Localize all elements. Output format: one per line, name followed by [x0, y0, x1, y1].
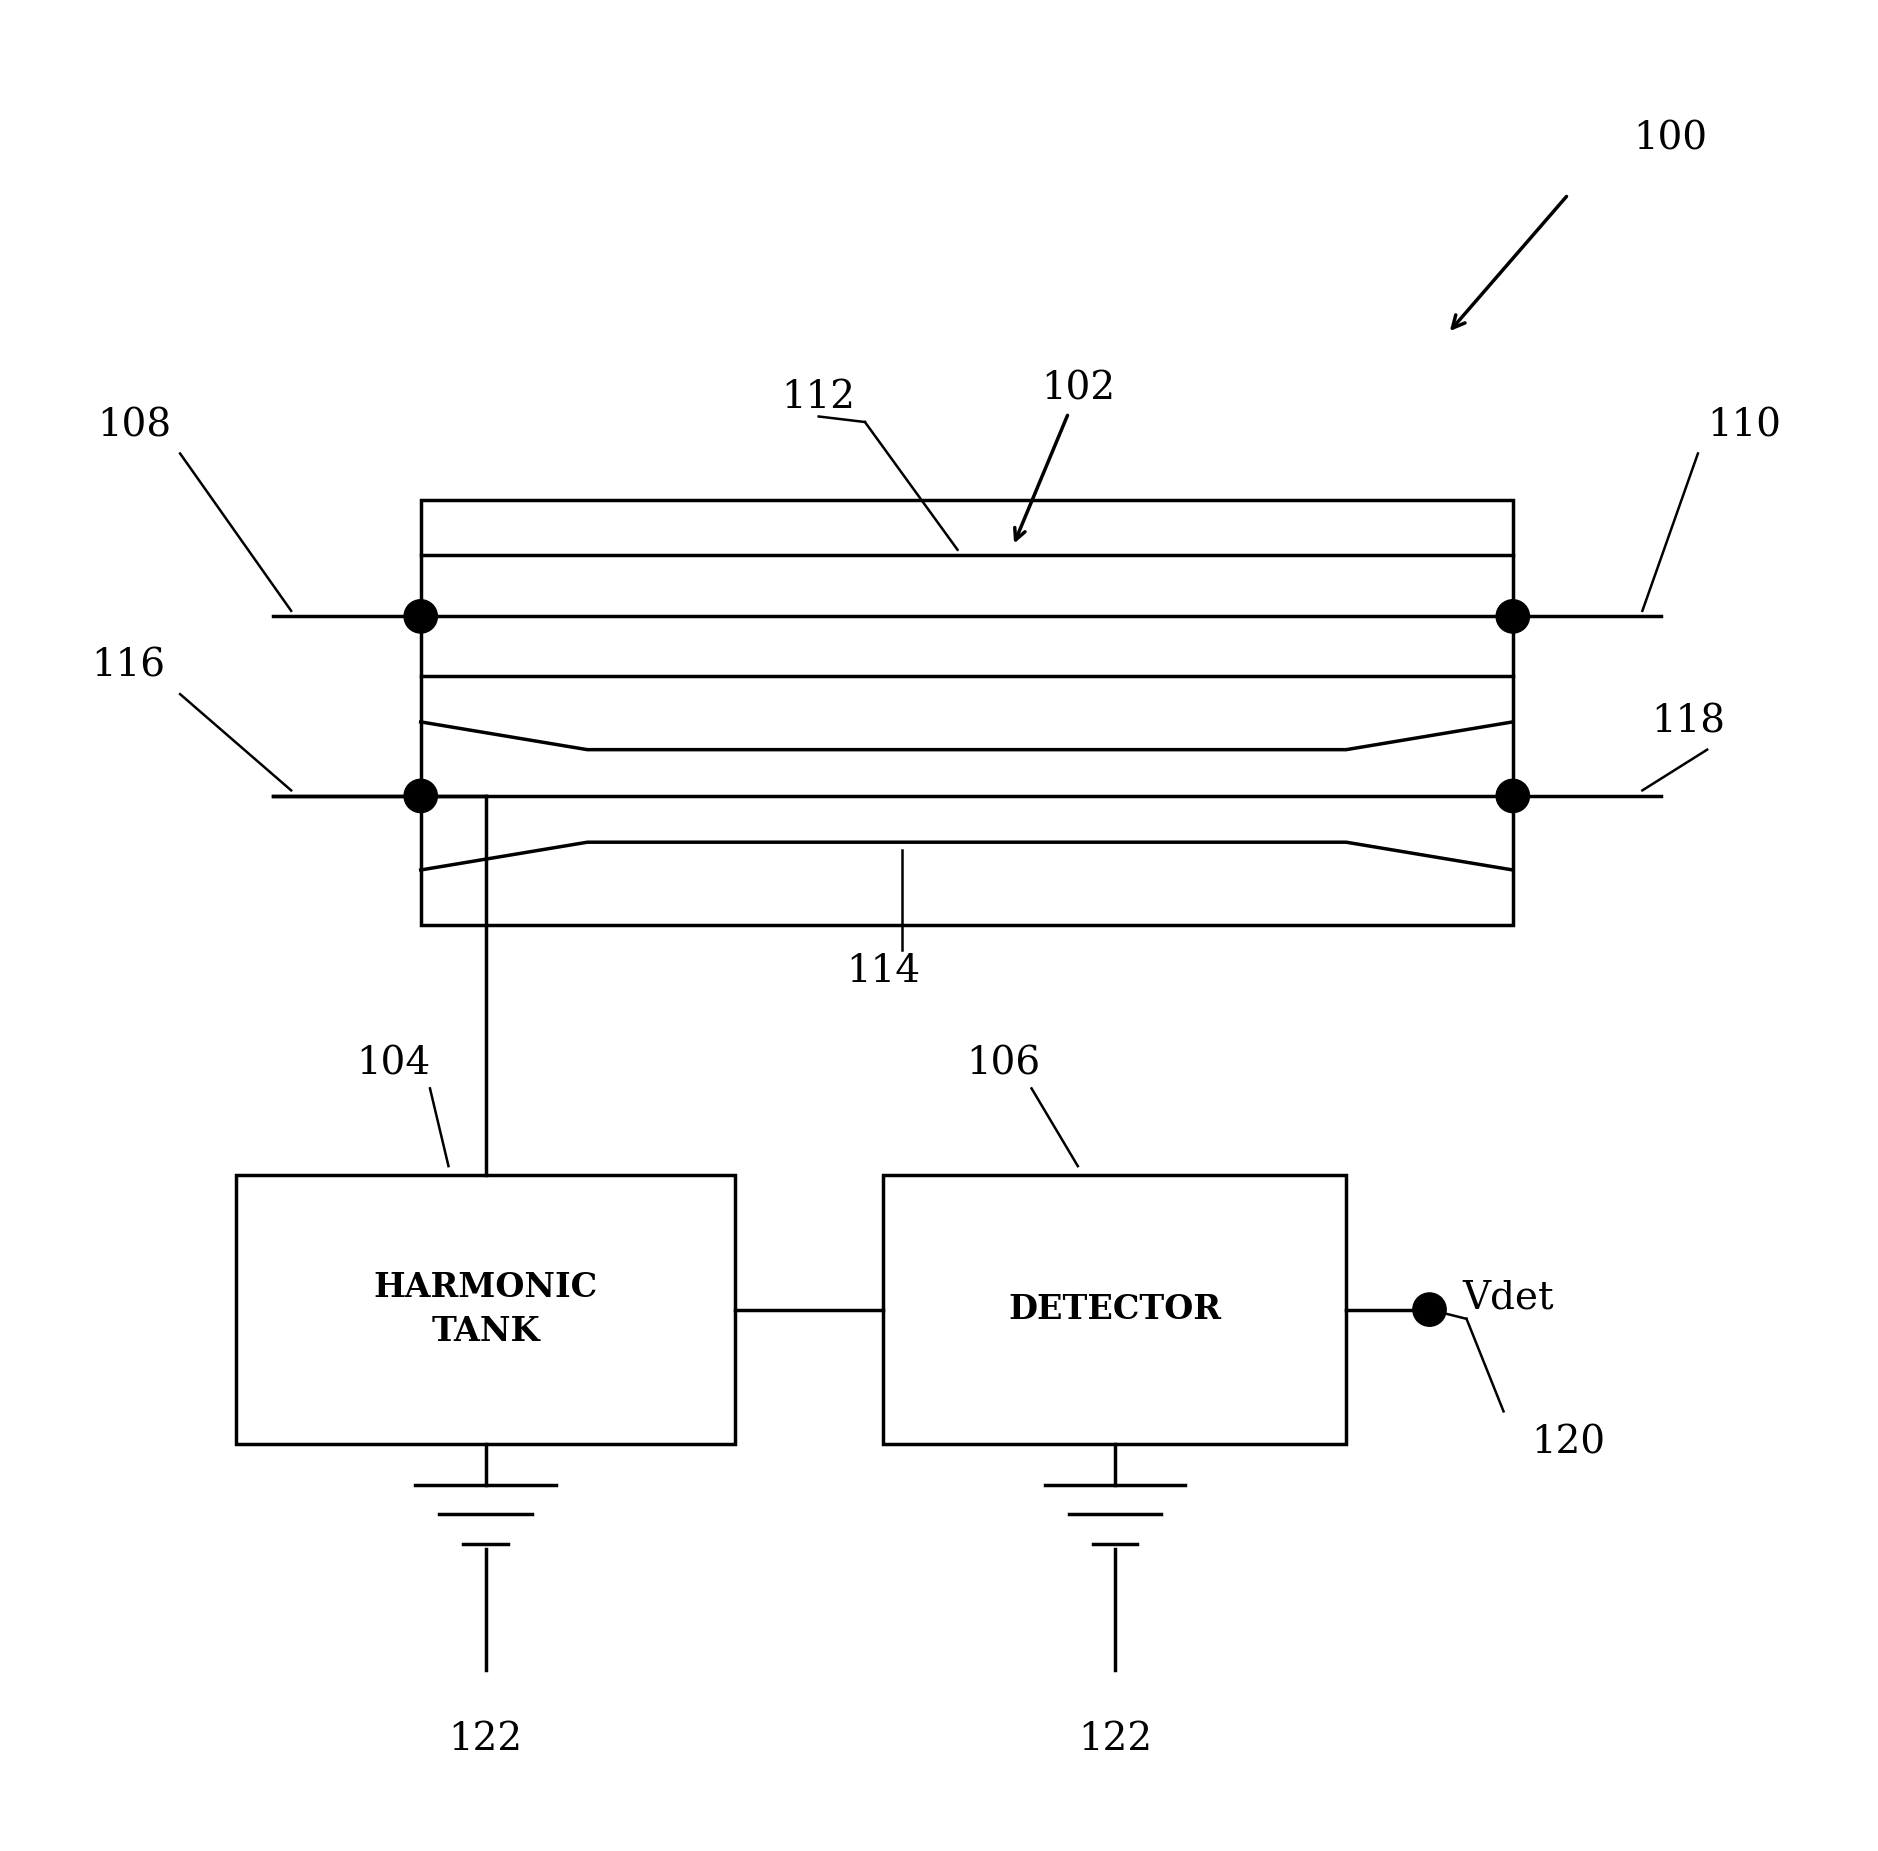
Text: HARMONIC
TANK: HARMONIC TANK — [374, 1272, 597, 1348]
Circle shape — [404, 600, 438, 633]
Text: 102: 102 — [1040, 370, 1116, 407]
Text: 106: 106 — [967, 1046, 1040, 1083]
Text: 122: 122 — [1078, 1721, 1151, 1758]
Text: 116: 116 — [92, 648, 165, 685]
Bar — [421, 500, 1514, 926]
Bar — [883, 1175, 1347, 1444]
Circle shape — [1497, 779, 1529, 813]
Text: Vdet: Vdet — [1463, 1281, 1555, 1316]
Text: 108: 108 — [98, 407, 171, 444]
Text: DETECTOR: DETECTOR — [1008, 1294, 1221, 1325]
Bar — [235, 1175, 736, 1444]
Text: 112: 112 — [781, 379, 856, 416]
Text: 122: 122 — [449, 1721, 522, 1758]
Text: 100: 100 — [1634, 120, 1707, 157]
Circle shape — [1412, 1294, 1446, 1325]
Text: 114: 114 — [847, 953, 920, 990]
Text: 120: 120 — [1531, 1425, 1606, 1460]
Text: 118: 118 — [1651, 703, 1726, 740]
Circle shape — [404, 779, 438, 813]
Circle shape — [1497, 600, 1529, 633]
Text: 104: 104 — [355, 1046, 430, 1083]
Text: 110: 110 — [1707, 407, 1780, 444]
